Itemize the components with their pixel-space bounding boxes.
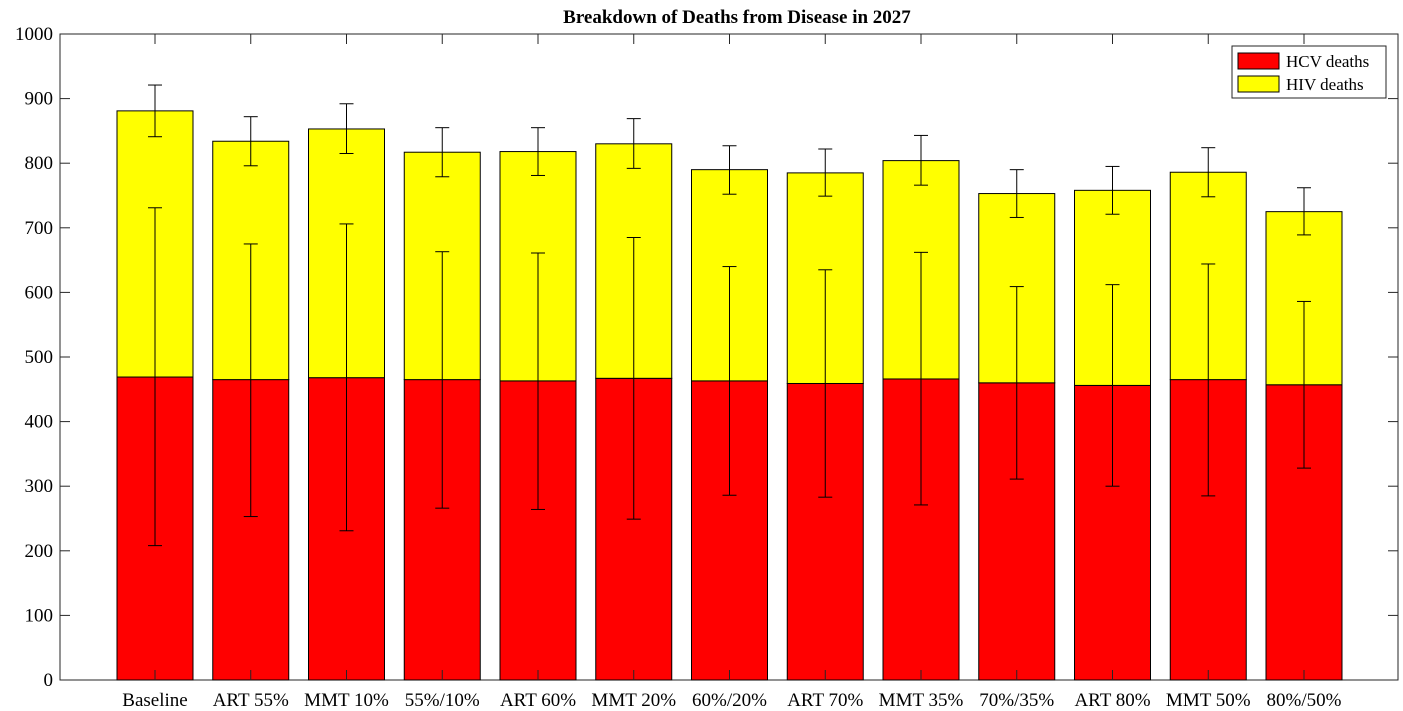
x-tick-label: MMT 50%: [1166, 690, 1251, 711]
y-tick-label: 600: [25, 282, 54, 303]
x-tick-label: 80%/50%: [1267, 690, 1342, 711]
x-tick-label: Baseline: [122, 690, 187, 711]
y-tick-label: 1000: [15, 24, 53, 45]
x-tick-label: MMT 20%: [591, 690, 676, 711]
y-tick-label: 300: [25, 476, 54, 497]
y-tick-label: 100: [25, 605, 54, 626]
x-tick-label: 55%/10%: [405, 690, 480, 711]
x-tick-label: ART 60%: [500, 690, 576, 711]
y-axis: 0 100 200 300 400 500 600 700 800 900 1000: [15, 24, 1398, 691]
y-tick-label: 800: [25, 153, 54, 174]
y-tick-label: 400: [25, 412, 54, 433]
x-tick-label: 60%/20%: [692, 690, 767, 711]
legend-label-hiv: HIV deaths: [1286, 75, 1364, 94]
x-tick-label: MMT 10%: [304, 690, 389, 711]
y-tick-label: 900: [25, 89, 54, 110]
y-tick-label: 200: [25, 541, 54, 562]
x-tick-label: ART 55%: [213, 690, 289, 711]
legend-label-hcv: HCV deaths: [1286, 52, 1369, 71]
y-tick-label: 500: [25, 347, 54, 368]
legend-swatch-hcv: [1237, 52, 1280, 70]
x-axis: Baseline ART 55% MMT 10% 55%/10% ART 60% MMT …: [122, 34, 1342, 711]
x-tick-label: ART 70%: [787, 690, 863, 711]
chart-title: Breakdown of Deaths from Disease in 2027: [563, 7, 911, 28]
x-tick-label: MMT 35%: [879, 690, 964, 711]
y-tick-label: 0: [44, 670, 54, 691]
legend: HCV deaths HIV deaths: [1231, 45, 1387, 99]
y-tick-label: 700: [25, 218, 54, 239]
legend-swatch-hiv: [1237, 75, 1280, 93]
x-tick-label: ART 80%: [1074, 690, 1150, 711]
x-tick-label: 70%/35%: [979, 690, 1054, 711]
error-bars-group: [148, 84, 1311, 547]
